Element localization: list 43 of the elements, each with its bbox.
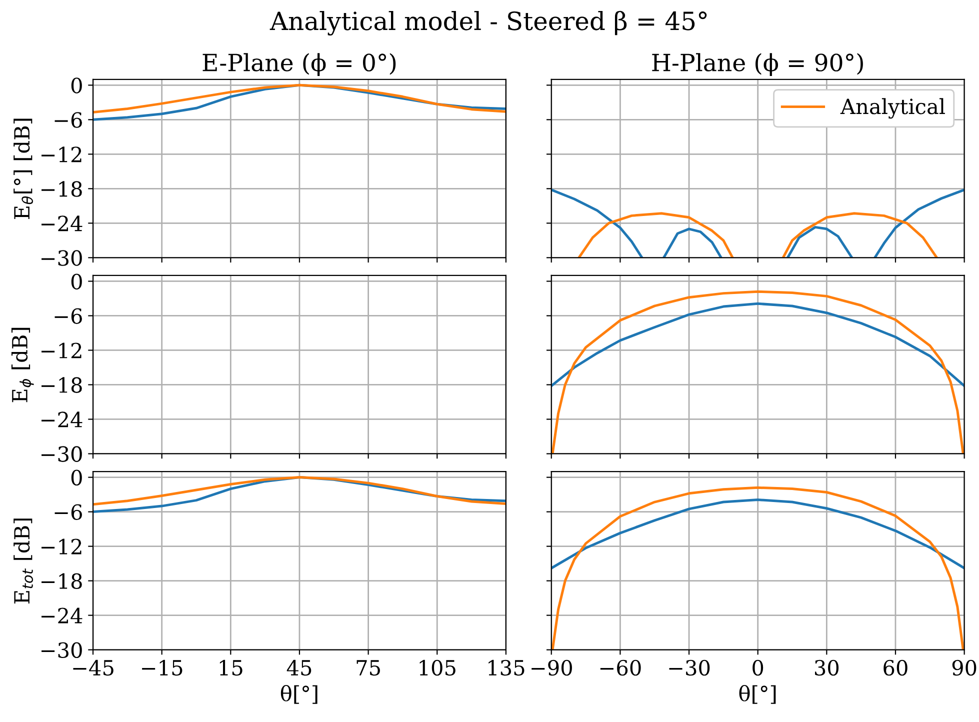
x-tick-label: −15 bbox=[142, 660, 182, 676]
y-tick-label: −30 bbox=[42, 642, 82, 658]
y-tick-label: −24 bbox=[42, 412, 82, 428]
x-tick-label: −45 bbox=[73, 660, 114, 676]
y-tick-label: −12 bbox=[42, 538, 82, 554]
x-tick-label: −90 bbox=[532, 660, 572, 676]
x-tick-label: −60 bbox=[600, 660, 641, 676]
y-axis-title: E$_{ϕ}$ [dB] bbox=[11, 328, 34, 402]
y-axis-title: E$_{tot}$ [dB] bbox=[14, 518, 34, 604]
x-tick-label: 15 bbox=[220, 660, 242, 676]
y-tick-label: −12 bbox=[42, 342, 82, 358]
x-tick-label: −30 bbox=[669, 660, 710, 676]
x-tick-label: 135 bbox=[488, 660, 524, 676]
x-axis-title: θ[°] bbox=[280, 685, 318, 704]
line-series bbox=[93, 476, 506, 506]
line-series bbox=[93, 84, 506, 114]
y-tick-label: −18 bbox=[42, 377, 82, 393]
x-tick-label: 60 bbox=[884, 660, 908, 676]
y-tick-label: 0 bbox=[71, 78, 82, 94]
y-tick-label: −6 bbox=[54, 308, 82, 324]
x-tick-label: 105 bbox=[420, 660, 456, 676]
y-tick-label: −18 bbox=[42, 181, 82, 197]
y-tick-label: 0 bbox=[71, 470, 82, 486]
y-tick-label: −30 bbox=[42, 250, 82, 266]
y-tick-label: −6 bbox=[54, 504, 82, 520]
x-tick-label: 0 bbox=[752, 660, 764, 676]
y-tick-label: −30 bbox=[42, 446, 82, 462]
y-tick-label: −24 bbox=[42, 608, 82, 624]
x-tick-label: 90 bbox=[952, 660, 976, 676]
y-tick-label: −24 bbox=[42, 216, 82, 232]
x-tick-label: 30 bbox=[815, 660, 839, 676]
x-tick-label: 75 bbox=[356, 660, 380, 676]
x-tick-label: 45 bbox=[286, 660, 312, 676]
y-axis-title: E$_{θ}$[°] [dB] bbox=[14, 118, 34, 219]
y-tick-label: −18 bbox=[42, 573, 82, 590]
y-tick-label: −6 bbox=[54, 112, 82, 128]
chart-subtitle: H-Plane (ϕ = 90°) bbox=[652, 53, 863, 76]
chart-title: Analytical model - Steered β = 45° bbox=[270, 10, 707, 36]
y-tick-label: −12 bbox=[42, 146, 82, 162]
y-tick-label: 0 bbox=[71, 274, 82, 290]
x-axis-title: θ[°] bbox=[739, 685, 776, 704]
legend-label: Analytical bbox=[840, 98, 945, 119]
chart-subtitle: E-Plane (ϕ = 0°) bbox=[202, 53, 396, 76]
